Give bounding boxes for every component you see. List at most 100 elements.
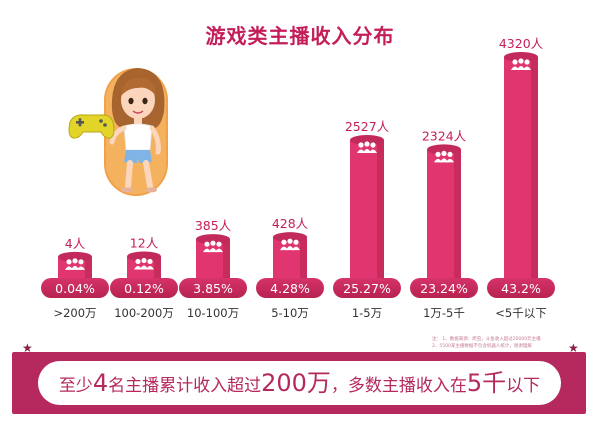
bar-shade <box>454 149 461 279</box>
person-group-icon <box>65 258 85 270</box>
category-label: 1-5万 <box>352 306 382 320</box>
category-label: >200万 <box>53 306 96 320</box>
summary-part: 至少 <box>58 376 93 396</box>
bar-top <box>127 251 161 262</box>
percent-pill <box>110 278 178 298</box>
percent-label: 4.28% <box>270 281 310 296</box>
person-head <box>358 142 364 148</box>
person-head <box>512 59 518 65</box>
bar-shade <box>531 57 538 279</box>
summary-part: 名主播累计收入超过 <box>108 376 262 396</box>
person-body <box>146 265 154 270</box>
category-label: 100-200万 <box>114 306 174 320</box>
count-label: 428人 <box>272 216 309 231</box>
summary-text: 至少4名主播累计收入超过200万，多数主播收入在5千以下 <box>38 361 561 405</box>
person-head <box>141 257 147 264</box>
summary-part: ，多数主播收入在 <box>330 376 467 396</box>
percent-label: 0.04% <box>55 281 95 296</box>
bar-shade <box>223 239 230 279</box>
percent-pill <box>333 278 401 298</box>
percent-label: 3.85% <box>193 281 233 296</box>
count-label: 2527人 <box>345 119 390 134</box>
percent-label: 23.24% <box>420 281 468 296</box>
person-body <box>77 266 85 270</box>
girl-character-illustration <box>104 68 168 196</box>
game-controller-icon <box>68 114 115 139</box>
category-label: 1万-5千 <box>423 306 465 320</box>
person-head <box>135 258 141 265</box>
percent-label: 0.12% <box>124 281 164 296</box>
count-label: 4320人 <box>499 36 544 51</box>
bar-shade <box>377 140 384 279</box>
bar-shade <box>85 256 92 279</box>
percent-label: 43.2% <box>501 281 541 296</box>
bar-shade <box>300 237 307 279</box>
person-head <box>281 239 287 245</box>
person-body <box>140 265 148 270</box>
person-head <box>524 59 530 65</box>
person-group-icon <box>357 141 377 154</box>
person-head <box>518 58 524 64</box>
person-body <box>511 66 519 70</box>
chart-title: 游戏类主播收入分布 <box>205 24 395 48</box>
person-head <box>293 239 299 245</box>
person-head <box>216 241 222 247</box>
count-label: 12人 <box>130 235 159 250</box>
count-label: 4人 <box>65 236 86 251</box>
source-note: 注： 1、数据来源：爬虫，斗鱼收入超过20000元主播 2、5500某主播数据不… <box>432 336 597 350</box>
person-group-icon <box>280 238 300 251</box>
person-body <box>357 149 365 154</box>
person-body <box>203 248 211 253</box>
person-head <box>147 258 153 265</box>
summary-highlight: 200万 <box>261 369 331 397</box>
person-head <box>364 141 370 147</box>
person-group-icon <box>434 150 454 163</box>
person-body <box>517 66 525 70</box>
star-icon: ★ <box>568 341 579 355</box>
bar-shade <box>154 256 161 279</box>
summary-banner: 至少4名主播累计收入超过200万，多数主播收入在5千以下 <box>12 352 586 414</box>
person-head <box>204 241 210 247</box>
summary-highlight: 4 <box>92 369 109 397</box>
source-note-line: 注： 1、数据来源：爬虫，斗鱼收入超过20000元主播 <box>432 337 541 342</box>
percent-pill <box>487 278 555 298</box>
summary-part: 以下 <box>506 376 541 396</box>
person-body <box>292 246 300 251</box>
person-body <box>280 246 288 251</box>
person-head <box>435 151 441 158</box>
person-body <box>446 158 454 163</box>
source-note-line: 2、5500某主播数据不包含机器人统计，谢谢理解 <box>432 344 532 349</box>
category-label: 10-100万 <box>187 306 239 320</box>
bar-top <box>273 232 307 243</box>
bar-top <box>196 234 230 245</box>
category-label: 5-10万 <box>271 306 309 320</box>
person-body <box>369 149 377 154</box>
person-group-icon <box>134 257 154 270</box>
bar-top <box>427 144 461 155</box>
percent-label: 25.27% <box>343 281 391 296</box>
person-head <box>78 259 84 265</box>
percent-pill <box>179 278 247 298</box>
count-label: 2324人 <box>422 128 467 143</box>
person-head <box>370 142 376 148</box>
person-body <box>440 158 448 163</box>
person-body <box>71 265 79 270</box>
bar-top <box>504 52 538 62</box>
bar-top <box>58 251 92 262</box>
person-head <box>210 240 216 246</box>
person-body <box>286 246 294 251</box>
person-head <box>66 259 72 265</box>
person-body <box>523 66 531 70</box>
percent-pill <box>410 278 478 298</box>
person-head <box>441 150 447 157</box>
person-group-icon <box>203 240 223 253</box>
person-body <box>209 248 217 253</box>
person-head <box>72 258 78 264</box>
person-body <box>434 158 442 163</box>
bar-top <box>350 135 384 146</box>
person-head <box>447 151 453 158</box>
person-body <box>65 266 73 270</box>
person-body <box>363 149 371 154</box>
